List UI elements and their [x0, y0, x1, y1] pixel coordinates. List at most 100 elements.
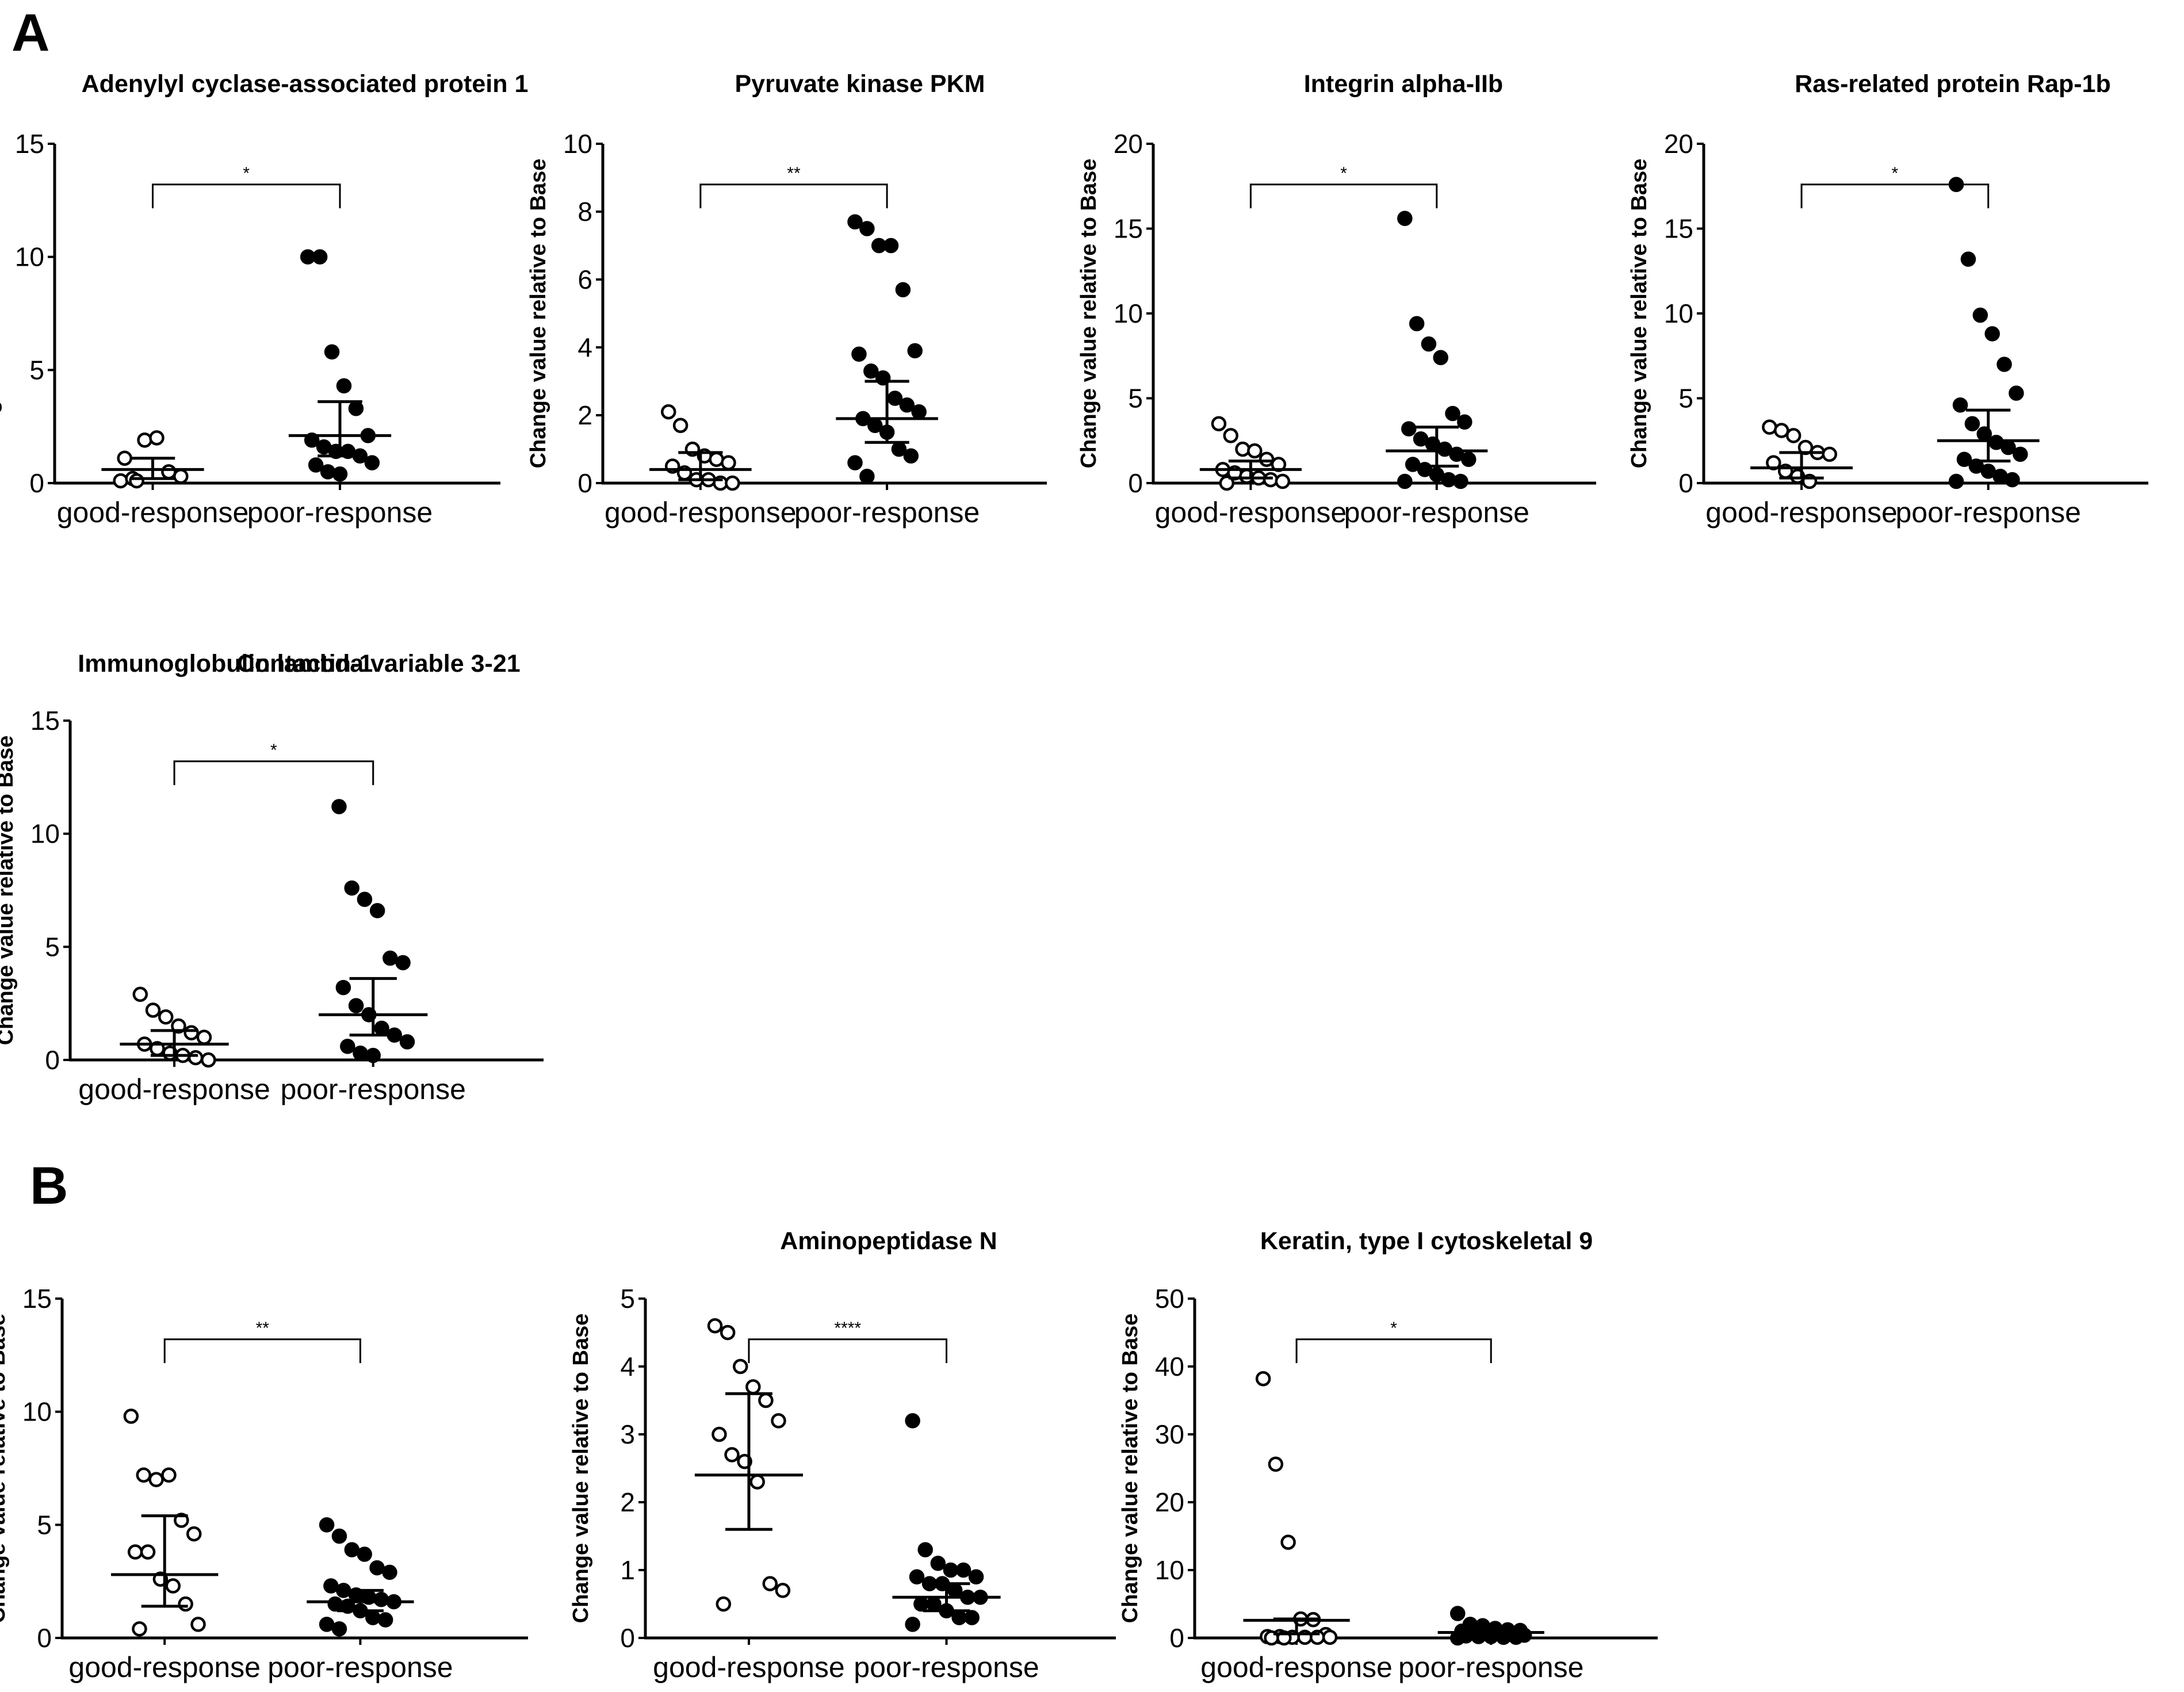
data-point — [1460, 451, 1477, 467]
data-point — [909, 1569, 925, 1585]
data-point — [847, 214, 863, 229]
y-tick-label: 5 — [620, 1284, 635, 1314]
data-point — [188, 1050, 204, 1066]
data-point — [145, 1002, 161, 1018]
data-point — [382, 1564, 397, 1580]
data-point — [1449, 1606, 1466, 1621]
data-point — [1263, 472, 1279, 488]
data-point — [348, 400, 364, 416]
data-point — [732, 1358, 748, 1375]
x-tick-label: poor-response — [1398, 1651, 1584, 1683]
data-point — [348, 998, 364, 1013]
significance-label: * — [1390, 1319, 1397, 1338]
data-point — [365, 1610, 381, 1625]
y-tick-label: 10 — [15, 242, 44, 272]
y-tick-label: 0 — [1678, 468, 1693, 498]
data-point — [1948, 177, 1964, 193]
chart-title: Aminopeptidase N — [780, 1227, 997, 1255]
data-point — [1322, 1629, 1338, 1645]
y-tick-label: 50 — [1155, 1284, 1184, 1314]
data-point — [903, 448, 919, 464]
data-point — [129, 473, 144, 489]
data-point — [1409, 316, 1425, 331]
data-point — [1453, 473, 1468, 489]
data-point — [1441, 472, 1456, 488]
data-point — [123, 1408, 139, 1424]
y-axis-label: Change value relative to Base — [0, 736, 18, 1046]
data-point — [136, 1467, 151, 1483]
y-tick-label: 0 — [37, 1623, 52, 1653]
chart-title: Integrin alpha-IIb — [1304, 70, 1503, 98]
y-tick-label: 2 — [620, 1487, 635, 1517]
x-tick-label: poor-response — [1344, 496, 1529, 529]
significance-bracket — [1295, 1338, 1492, 1364]
panel-label-a: A — [12, 3, 49, 62]
y-tick-label: 10 — [1664, 298, 1693, 328]
chart-title: Contactin-1 — [237, 650, 373, 677]
data-point — [672, 418, 689, 433]
data-point — [907, 343, 923, 359]
data-point — [1774, 423, 1789, 438]
x-tick-label: poor-response — [854, 1651, 1039, 1683]
significance-bracket — [1249, 183, 1438, 209]
data-point — [1397, 210, 1413, 227]
data-point — [762, 1576, 778, 1591]
chart-title: Immunoglobulin lambda variable 3-21 — [78, 650, 520, 677]
data-point — [319, 1517, 335, 1533]
data-point — [344, 1542, 360, 1557]
x-tick-label: good-response — [1705, 496, 1898, 529]
y-axis-label: Change value relative to Base — [1627, 159, 1651, 469]
x-tick-label: good-response — [653, 1651, 845, 1683]
data-point — [1952, 397, 1968, 413]
data-point — [749, 1474, 765, 1490]
y-tick-label: 10 — [1155, 1555, 1184, 1585]
data-point — [132, 1621, 147, 1637]
data-point — [895, 282, 911, 297]
data-point — [183, 1025, 199, 1041]
data-point — [149, 430, 165, 446]
y-tick-label: 30 — [1155, 1419, 1184, 1449]
data-point — [867, 418, 883, 433]
data-point — [883, 238, 899, 254]
data-point — [1268, 1456, 1284, 1472]
significance-label: * — [270, 741, 277, 760]
data-point — [1988, 434, 2004, 450]
data-point — [137, 432, 152, 448]
significance-bracket — [163, 1338, 361, 1364]
data-point — [905, 1617, 920, 1632]
y-tick-label: 10 — [22, 1397, 52, 1427]
x-tick-label: poor-response — [794, 496, 980, 529]
data-point — [1421, 336, 1437, 352]
y-tick-label: 5 — [37, 1510, 52, 1540]
x-tick-label: poor-response — [247, 496, 433, 529]
data-point — [1401, 421, 1417, 437]
y-tick-label: 20 — [1664, 129, 1693, 159]
data-point — [173, 468, 189, 484]
y-tick-label: 15 — [1664, 214, 1693, 244]
data-point — [331, 1528, 347, 1544]
significance-bracket — [173, 760, 374, 786]
data-point — [745, 1379, 761, 1395]
y-axis-label: Change value relative to Base — [569, 1314, 593, 1624]
y-axis-label: Change value relative to Base — [526, 159, 550, 469]
data-point — [968, 1569, 984, 1585]
data-point — [891, 441, 907, 457]
y-tick-label: 15 — [30, 706, 60, 736]
data-point — [178, 1596, 193, 1612]
y-tick-label: 4 — [577, 332, 592, 362]
data-point — [374, 1020, 389, 1036]
chart-1: Adenylyl cyclase-associated protein 1 Cha… — [0, 70, 528, 529]
significance-label: * — [243, 164, 250, 183]
data-point — [947, 1583, 963, 1598]
significance-label: ** — [787, 164, 801, 183]
chart-3: Integrin alpha-IIb Change value relative … — [1077, 70, 1596, 529]
charts-container: Adenylyl cyclase-associated protein 1 Cha… — [0, 70, 2148, 1683]
data-point — [707, 1318, 723, 1334]
data-point — [324, 344, 340, 360]
data-point — [2005, 472, 2020, 488]
x-tick-label: good-response — [1200, 1651, 1393, 1683]
data-point — [158, 1009, 174, 1025]
data-point — [399, 1034, 415, 1050]
data-point — [117, 450, 132, 466]
